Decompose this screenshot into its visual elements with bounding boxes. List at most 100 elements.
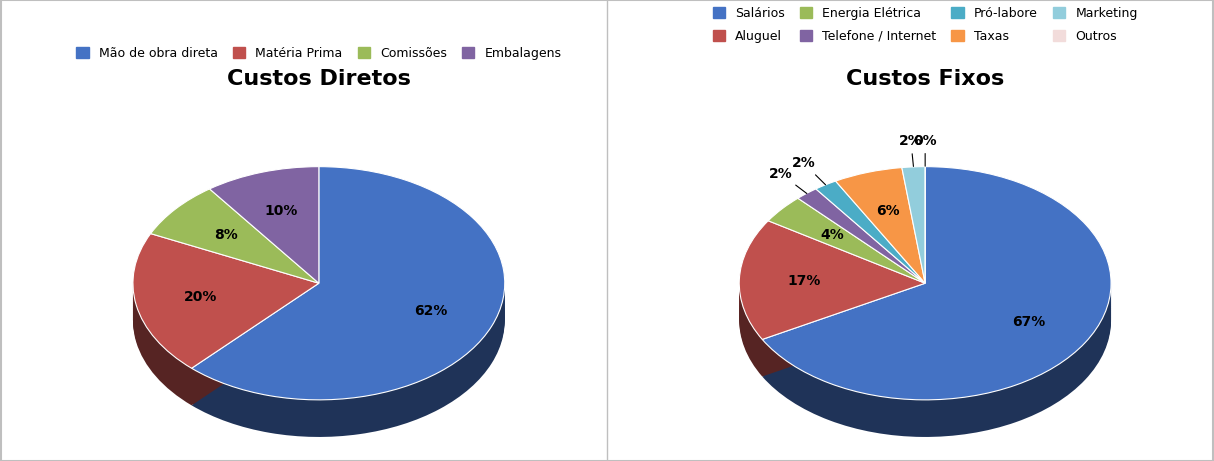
Wedge shape bbox=[835, 184, 925, 300]
Wedge shape bbox=[192, 204, 505, 437]
Wedge shape bbox=[739, 243, 925, 362]
Wedge shape bbox=[768, 209, 925, 295]
Wedge shape bbox=[739, 228, 925, 347]
Text: 6%: 6% bbox=[877, 204, 900, 218]
Text: 4%: 4% bbox=[821, 228, 844, 242]
Wedge shape bbox=[798, 207, 925, 302]
Wedge shape bbox=[151, 200, 319, 295]
Text: 0%: 0% bbox=[913, 134, 937, 166]
Wedge shape bbox=[210, 178, 319, 295]
Wedge shape bbox=[210, 198, 319, 315]
Wedge shape bbox=[739, 247, 925, 366]
Wedge shape bbox=[835, 197, 925, 313]
Wedge shape bbox=[835, 175, 925, 291]
Wedge shape bbox=[798, 195, 925, 289]
Wedge shape bbox=[816, 211, 925, 313]
Wedge shape bbox=[768, 219, 925, 304]
Wedge shape bbox=[210, 187, 319, 304]
Wedge shape bbox=[762, 176, 1111, 409]
Wedge shape bbox=[192, 171, 505, 403]
Wedge shape bbox=[816, 205, 925, 307]
Wedge shape bbox=[739, 239, 925, 358]
Wedge shape bbox=[798, 224, 925, 319]
Wedge shape bbox=[151, 189, 319, 283]
Wedge shape bbox=[762, 172, 1111, 405]
Wedge shape bbox=[134, 236, 319, 370]
Wedge shape bbox=[210, 200, 319, 317]
Wedge shape bbox=[902, 182, 925, 298]
Wedge shape bbox=[835, 192, 925, 307]
Wedge shape bbox=[192, 168, 505, 402]
Wedge shape bbox=[768, 207, 925, 293]
Wedge shape bbox=[739, 221, 925, 339]
Wedge shape bbox=[768, 231, 925, 317]
Wedge shape bbox=[835, 205, 925, 320]
Wedge shape bbox=[192, 176, 505, 409]
Wedge shape bbox=[134, 269, 319, 403]
Wedge shape bbox=[762, 191, 1111, 424]
Wedge shape bbox=[798, 219, 925, 313]
Wedge shape bbox=[768, 230, 925, 315]
Wedge shape bbox=[762, 196, 1111, 430]
Wedge shape bbox=[902, 193, 925, 309]
Wedge shape bbox=[134, 256, 319, 390]
Wedge shape bbox=[192, 189, 505, 422]
Legend: Mão de obra direta, Matéria Prima, Comissões, Embalagens: Mão de obra direta, Matéria Prima, Comis… bbox=[72, 42, 567, 65]
Wedge shape bbox=[902, 191, 925, 307]
Wedge shape bbox=[762, 178, 1111, 411]
Wedge shape bbox=[739, 236, 925, 354]
Wedge shape bbox=[768, 213, 925, 298]
Wedge shape bbox=[739, 226, 925, 345]
Wedge shape bbox=[798, 220, 925, 315]
Wedge shape bbox=[762, 166, 1111, 400]
Wedge shape bbox=[151, 213, 319, 307]
Wedge shape bbox=[762, 171, 1111, 403]
Wedge shape bbox=[816, 216, 925, 319]
Wedge shape bbox=[151, 191, 319, 285]
Wedge shape bbox=[739, 241, 925, 360]
Wedge shape bbox=[816, 190, 925, 293]
Wedge shape bbox=[739, 250, 925, 369]
Wedge shape bbox=[134, 245, 319, 379]
Wedge shape bbox=[210, 185, 319, 302]
Wedge shape bbox=[902, 195, 925, 311]
Wedge shape bbox=[134, 271, 319, 405]
Wedge shape bbox=[151, 215, 319, 309]
Wedge shape bbox=[768, 220, 925, 306]
Wedge shape bbox=[768, 236, 925, 320]
Wedge shape bbox=[798, 193, 925, 287]
Wedge shape bbox=[816, 200, 925, 302]
Wedge shape bbox=[762, 204, 1111, 437]
Wedge shape bbox=[739, 237, 925, 356]
Wedge shape bbox=[210, 172, 319, 289]
Wedge shape bbox=[739, 232, 925, 350]
Text: 8%: 8% bbox=[214, 228, 238, 242]
Wedge shape bbox=[902, 172, 925, 289]
Wedge shape bbox=[816, 203, 925, 306]
Wedge shape bbox=[835, 199, 925, 315]
Wedge shape bbox=[762, 183, 1111, 417]
Wedge shape bbox=[210, 166, 319, 283]
Wedge shape bbox=[739, 234, 925, 352]
Wedge shape bbox=[151, 198, 319, 293]
Text: 2%: 2% bbox=[792, 156, 826, 185]
Wedge shape bbox=[902, 171, 925, 287]
Wedge shape bbox=[739, 223, 925, 341]
Wedge shape bbox=[902, 180, 925, 296]
Wedge shape bbox=[210, 183, 319, 300]
Wedge shape bbox=[816, 194, 925, 296]
Wedge shape bbox=[151, 224, 319, 319]
Wedge shape bbox=[835, 169, 925, 285]
Wedge shape bbox=[768, 204, 925, 289]
Wedge shape bbox=[816, 209, 925, 311]
Wedge shape bbox=[762, 174, 1111, 407]
Wedge shape bbox=[816, 181, 925, 283]
Wedge shape bbox=[210, 191, 319, 307]
Wedge shape bbox=[134, 261, 319, 396]
Wedge shape bbox=[816, 187, 925, 289]
Wedge shape bbox=[768, 202, 925, 287]
Wedge shape bbox=[798, 226, 925, 320]
Wedge shape bbox=[816, 185, 925, 287]
Text: 67%: 67% bbox=[1012, 315, 1045, 329]
Wedge shape bbox=[816, 189, 925, 291]
